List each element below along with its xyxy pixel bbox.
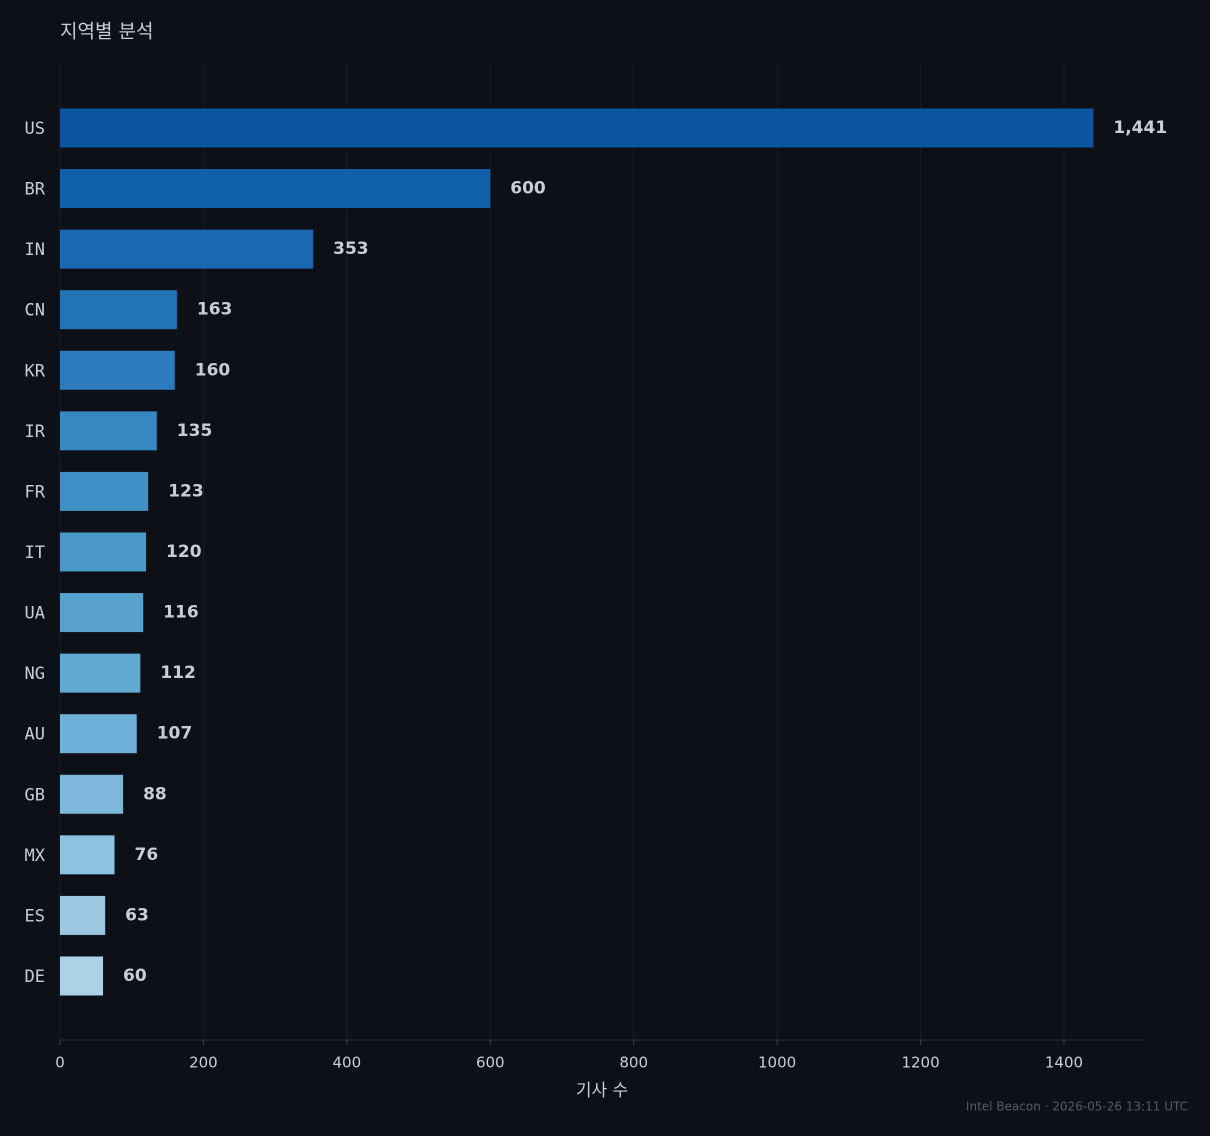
y-tick-label: MX [25,846,46,866]
value-label: 60 [123,966,147,986]
x-tick-label: 1200 [901,1054,939,1072]
value-label: 600 [510,179,546,199]
bar [60,593,144,633]
value-label: 353 [333,239,369,259]
y-tick-label: FR [25,482,46,502]
x-tick-label: 1000 [758,1054,796,1072]
bar [60,350,175,390]
y-tick-label: DE [25,967,45,987]
bar [60,471,149,511]
y-tick-label: IN [25,240,45,260]
value-label: 120 [166,542,202,562]
y-tick-label: UA [25,604,45,624]
value-label: 1,441 [1113,118,1167,138]
bar [60,108,1094,148]
x-tick-label: 0 [55,1054,65,1072]
y-tick-label: GB [25,785,45,805]
bar [60,895,106,935]
x-axis-label: 기사 수 [576,1081,628,1101]
value-label: 135 [177,421,213,441]
bar [60,653,141,693]
bar [60,169,491,209]
bar [60,290,177,330]
value-label: 107 [157,724,193,744]
bar [60,411,157,451]
footer: Intel Beacon · 2026-05-26 13:11 UTC [966,1100,1188,1114]
value-label: 116 [163,603,199,623]
y-tick-label: NG [25,664,45,684]
y-tick-label: ES [25,906,45,926]
x-tick-label: 1400 [1045,1054,1083,1072]
y-tick-label: CN [25,301,45,321]
value-label: 63 [125,905,149,925]
bar [60,956,104,996]
chart-title: 지역별 분석 [60,21,153,43]
x-tick-label: 600 [476,1054,505,1072]
y-tick-label: KR [25,361,46,381]
value-label: 160 [195,360,231,380]
value-label: 123 [168,481,204,501]
value-label: 88 [143,784,167,804]
value-label: 112 [160,663,196,683]
x-tick-label: 800 [619,1054,648,1072]
x-tick-label: 400 [333,1054,362,1072]
y-tick-label: BR [25,180,46,200]
bar [60,774,124,814]
bar [60,714,137,754]
y-tick-label: US [25,119,45,139]
bar [60,229,314,269]
value-label: 163 [197,300,233,320]
x-tick-label: 200 [189,1054,218,1072]
bar [60,532,147,572]
y-tick-label: IR [25,422,46,442]
y-tick-label: AU [25,725,45,745]
value-label: 76 [135,845,159,865]
bar [60,835,115,875]
y-tick-label: IT [25,543,45,563]
